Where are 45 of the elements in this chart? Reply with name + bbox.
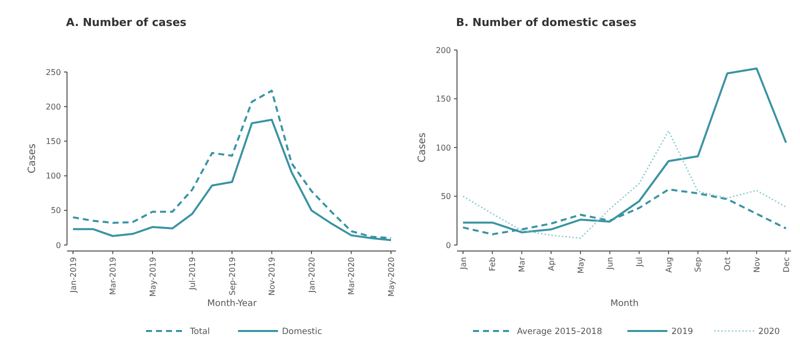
x-tick-label: Jul-2019 — [188, 257, 198, 291]
legend-label: Total — [189, 326, 210, 337]
legend-label: 2020 — [758, 326, 780, 337]
line-series — [462, 130, 787, 239]
chart-title: A. Number of cases — [66, 16, 187, 29]
legend-label: Domestic — [282, 326, 322, 337]
y-tick-label: 100 — [46, 172, 61, 181]
x-tick-label: Mar-2020 — [347, 257, 356, 295]
x-tick-label: Feb — [488, 257, 498, 272]
y-axis-title: Cases — [27, 144, 38, 174]
x-tick-label: Nov-2019 — [268, 257, 277, 296]
x-tick-label: Jan — [458, 257, 468, 270]
y-tick-label: 250 — [46, 68, 61, 77]
y-tick-label: 200 — [46, 102, 61, 112]
x-tick-label: Mar-2019 — [108, 257, 118, 295]
x-tick-label: Dec — [782, 257, 791, 272]
x-tick-label: May-2020 — [386, 257, 396, 297]
x-tick-label: Oct — [723, 257, 732, 271]
x-tick-label: May-2019 — [148, 257, 158, 297]
x-tick-label: Aug — [664, 257, 674, 273]
x-tick-label: Jul — [634, 257, 644, 268]
y-tick-label: 0 — [56, 240, 61, 250]
x-tick-label: Jan-2019 — [68, 257, 78, 294]
x-axis-title: Month — [610, 299, 639, 309]
y-tick-label: 150 — [46, 137, 61, 146]
legend-label: 2019 — [671, 326, 694, 337]
legend-label: Average 2015–2018 — [517, 326, 602, 337]
x-tick-label: Apr — [546, 256, 556, 271]
x-tick-label: Sep — [694, 257, 703, 272]
x-tick-label: May — [576, 256, 586, 274]
y-tick-label: 150 — [436, 94, 451, 104]
x-axis-title: Month-Year — [207, 299, 258, 309]
x-tick-label: Mar — [518, 256, 527, 272]
x-tick-label: Nov — [752, 256, 762, 273]
y-tick-label: 0 — [446, 240, 451, 250]
y-tick-label: 50 — [440, 192, 451, 202]
y-tick-label: 50 — [50, 206, 61, 216]
y-tick-label: 100 — [436, 143, 451, 152]
chart-title: B. Number of domestic cases — [456, 16, 637, 29]
x-tick-label: Jan-2020 — [307, 257, 316, 294]
line-series — [462, 68, 787, 234]
y-tick-label: 200 — [436, 46, 451, 55]
x-tick-label: Jun — [606, 257, 615, 270]
x-tick-label: Sep-2019 — [228, 257, 237, 296]
y-axis-title: Cases — [417, 132, 428, 162]
